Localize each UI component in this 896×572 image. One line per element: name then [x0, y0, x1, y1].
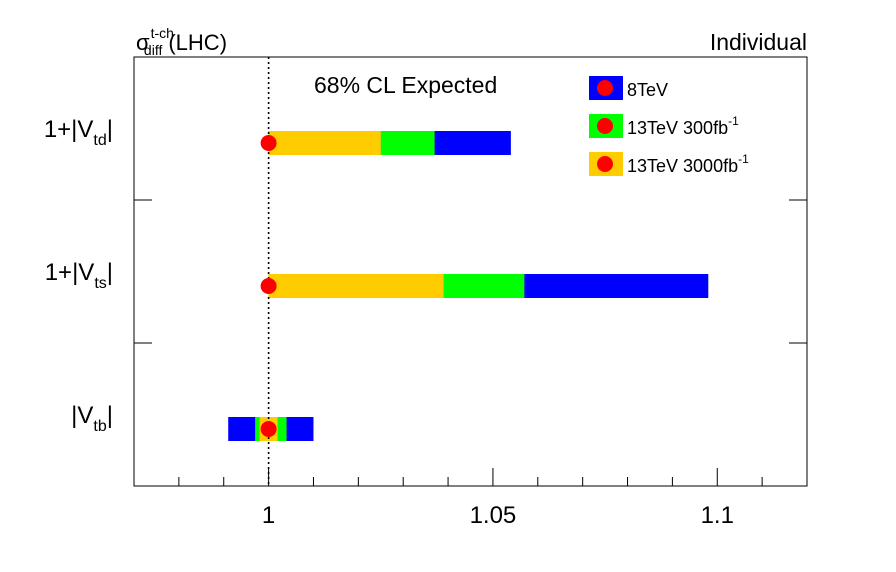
- x-axis: 1 1.05 1.1: [133, 468, 808, 529]
- title-suffix: (LHC): [168, 30, 227, 55]
- interval-bar-row1-series2: [268, 274, 444, 298]
- title-sup: t-ch: [151, 25, 174, 41]
- legend-label: 8TeV: [627, 80, 668, 100]
- legend: 8TeV 13TeV 300fb-1 13TeV 3000fb-1: [589, 76, 749, 176]
- central-marker-row0: [260, 135, 277, 151]
- row-labels: 1+|Vtd| 1+|Vts| |Vtb|: [44, 116, 113, 435]
- central-marker-row2: [260, 421, 277, 437]
- title-symbol: σ: [136, 30, 150, 55]
- markers-layer: [260, 135, 277, 437]
- plot-frame: [133, 56, 808, 487]
- central-marker-row1: [260, 278, 277, 294]
- legend-item-8tev: 8TeV: [589, 76, 668, 100]
- title-sub: diff: [144, 42, 163, 58]
- x-tick-label: 1: [262, 502, 275, 529]
- legend-marker: [597, 118, 613, 134]
- legend-item-13tev-3000: 13TeV 3000fb-1: [589, 152, 749, 176]
- legend-marker: [597, 156, 613, 172]
- interval-bar-row0-series2: [268, 131, 381, 155]
- annotation: 68% CL Expected: [314, 72, 497, 98]
- bars-layer: [228, 131, 709, 441]
- x-tick-label: 1.1: [701, 502, 734, 529]
- chart-title: σt-ch diff (LHC): [136, 25, 227, 58]
- legend-label: 13TeV 3000fb-1: [627, 152, 749, 176]
- row-label: 1+|Vtd|: [44, 116, 113, 149]
- row-label: 1+|Vts|: [45, 259, 113, 292]
- legend-label: 13TeV 300fb-1: [627, 114, 739, 138]
- legend-marker: [597, 80, 613, 96]
- row-label: |Vtb|: [71, 402, 113, 435]
- legend-item-13tev-300: 13TeV 300fb-1: [589, 114, 739, 138]
- x-tick-label: 1.05: [470, 502, 517, 529]
- chart-title-right: Individual: [710, 29, 807, 55]
